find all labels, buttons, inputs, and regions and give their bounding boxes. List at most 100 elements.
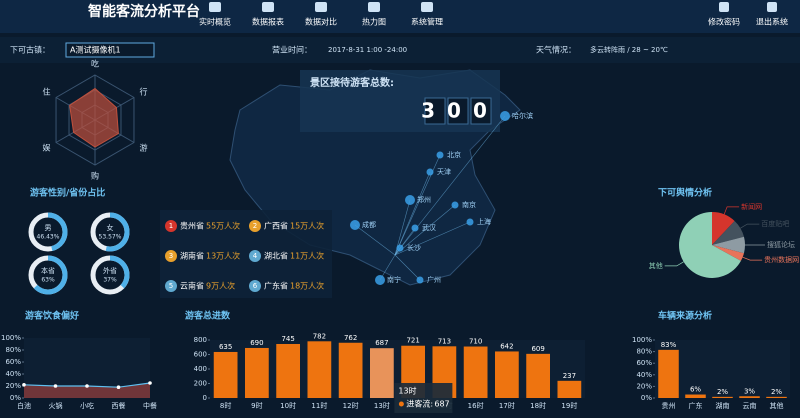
bar[interactable] — [557, 380, 582, 398]
bar[interactable] — [463, 346, 488, 398]
bar[interactable] — [213, 351, 238, 398]
value-label: 609 — [531, 345, 544, 353]
gender-title: 游客性别/省份占比 — [30, 187, 105, 199]
point — [22, 383, 26, 387]
bar[interactable] — [338, 342, 363, 398]
bar[interactable] — [307, 341, 332, 398]
pie-slice — [712, 220, 744, 245]
camera-name[interactable]: A测试摄像机1 — [70, 45, 121, 55]
bar[interactable] — [658, 349, 679, 398]
nav-icon[interactable] — [209, 2, 221, 12]
point — [53, 384, 58, 388]
rank-province: 湖北省 — [264, 251, 288, 261]
x-tick-label: 中餐 — [143, 401, 157, 410]
y-tick-label: 100% — [632, 336, 652, 344]
action-icon[interactable] — [767, 2, 777, 12]
bar[interactable] — [685, 394, 706, 398]
bar[interactable] — [495, 351, 519, 398]
digit-box — [424, 97, 446, 125]
x-tick-label: 17时 — [499, 401, 515, 410]
rank-visits: 13万人次 — [206, 251, 240, 261]
flow-line — [354, 224, 396, 256]
rank-number: 4 — [253, 252, 258, 260]
donut-label: 37% — [103, 277, 117, 284]
donut-arc — [109, 255, 130, 289]
city-label: 武汉 — [422, 223, 436, 232]
nav-icon[interactable] — [315, 2, 327, 12]
bar[interactable] — [766, 396, 787, 398]
pie-label: 百度贴吧 — [761, 219, 789, 228]
bar[interactable] — [276, 343, 300, 398]
tooltip-label: 进客流: — [406, 399, 433, 409]
chart-title: 游客总进数 — [185, 310, 231, 322]
camera-select[interactable] — [65, 42, 155, 58]
pie-leader — [740, 223, 760, 229]
y-tick-label: 0% — [641, 394, 652, 402]
pie-slice — [679, 212, 741, 278]
bar[interactable] — [712, 396, 733, 398]
city-label: 成都 — [362, 220, 376, 229]
flow-line — [394, 204, 456, 256]
x-tick-label: 湖南 — [716, 401, 730, 410]
nav-item[interactable]: 系统管理 — [411, 17, 443, 27]
action-item[interactable]: 退出系统 — [756, 17, 788, 27]
rank-visits: 18万人次 — [290, 281, 324, 291]
radar-area — [69, 87, 119, 148]
x-tick-label: 西餐 — [112, 401, 126, 410]
rank-province: 广西省 — [264, 221, 288, 231]
bar[interactable] — [739, 396, 760, 398]
radar-label: 娱 — [43, 144, 51, 153]
value-label: 6% — [690, 386, 701, 394]
value-label: 687 — [375, 339, 388, 347]
city-label: 南京 — [462, 200, 476, 209]
action-item[interactable]: 修改密码 — [708, 17, 740, 27]
flow-line — [394, 254, 421, 281]
chart-title: 游客饮食偏好 — [25, 310, 79, 322]
y-tick-label: 100% — [1, 334, 21, 342]
rank-province: 湖南省 — [180, 251, 204, 261]
value-label: 83% — [661, 341, 677, 349]
bar[interactable] — [370, 348, 394, 398]
nav-icon[interactable] — [368, 2, 380, 12]
bar[interactable] — [245, 347, 269, 398]
rank-badge — [165, 220, 177, 232]
x-tick-label: 10时 — [280, 401, 296, 410]
donut-name: 男 — [45, 224, 52, 232]
y-tick-label: 40% — [5, 370, 21, 378]
nav-icon[interactable] — [421, 2, 433, 12]
nav-item[interactable]: 数据报表 — [252, 17, 284, 27]
y-tick-label: 800 — [194, 336, 207, 344]
value-label: 642 — [500, 342, 513, 350]
radar-label: 购 — [91, 171, 99, 181]
nav-icon[interactable] — [262, 2, 274, 12]
value-label: 237 — [563, 372, 576, 380]
rank-province: 贵州省 — [180, 221, 204, 231]
radar-label: 住 — [43, 87, 51, 97]
rank-visits: 15万人次 — [290, 221, 324, 231]
value-label: 635 — [219, 343, 232, 351]
city-label: 长沙 — [407, 243, 421, 252]
y-tick-label: 40% — [636, 371, 652, 379]
point — [85, 384, 89, 388]
nav-item[interactable]: 数据对比 — [305, 17, 337, 27]
rank-badge — [249, 280, 261, 292]
chart-title: 下可舆情分析 — [658, 187, 712, 199]
map-title: 景区接待游客总数: — [310, 76, 394, 89]
map-total: 300 — [421, 99, 499, 123]
nav-item[interactable]: 热力图 — [362, 17, 386, 27]
value-label: 710 — [469, 338, 482, 346]
x-tick-label: 贵州 — [662, 401, 676, 410]
rank-badge — [249, 220, 261, 232]
nav-item[interactable]: 实时概览 — [199, 17, 231, 27]
y-tick-label: 60% — [636, 359, 652, 367]
pie-slice — [712, 212, 735, 245]
city-dot — [500, 111, 510, 121]
donut-arc — [33, 255, 68, 295]
city-dot — [405, 195, 415, 205]
rank-badge — [165, 250, 177, 262]
y-tick-label: 80% — [636, 348, 652, 356]
action-icon[interactable] — [719, 2, 729, 12]
x-tick-label: 8时 — [220, 401, 231, 410]
bar[interactable] — [526, 353, 550, 398]
city-dot — [375, 275, 385, 285]
